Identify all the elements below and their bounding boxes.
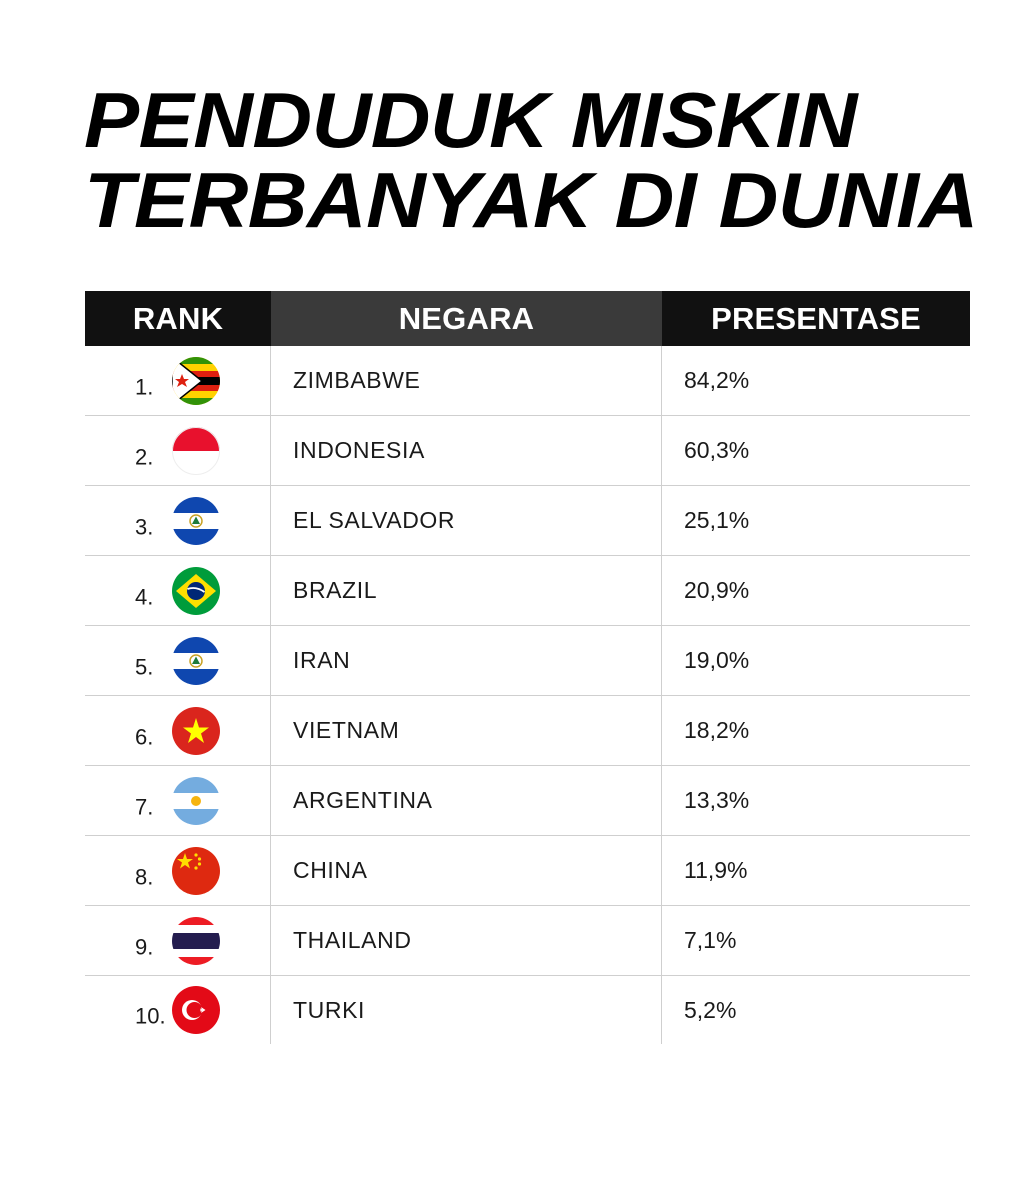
rank-cell: 2. [85,416,271,485]
country-name: THAILAND [271,906,662,975]
title-line-2: TERBANYAK DI DUNIA [84,156,978,244]
country-name: IRAN [271,626,662,695]
turkey-flag-icon [172,986,220,1034]
table-row: 1. [85,346,970,416]
rank-number: 1. [135,374,154,399]
header-rank: RANK [85,291,271,346]
table-row: 8. CHINA 11,9% [85,836,970,906]
rank-number: 2. [135,444,154,469]
rank-number: 6. [135,724,154,749]
rank-number: 8. [135,864,154,889]
percentage-value: 11,9% [684,857,748,883]
country-name: ARGENTINA [271,766,662,835]
table-header: RANK NEGARA PRESENTASE [85,291,970,346]
rank-cell: 1. [85,346,271,415]
zimbabwe-flag-icon [172,356,220,405]
rank-cell: 5. [85,626,271,695]
el-salvador-flag-icon [172,496,220,545]
header-presentase: PRESENTASE [662,291,970,346]
rank-cell: 10. [85,976,271,1044]
table-row: 6. VIETNAM 18,2% [85,696,970,766]
table-row: 2. INDONESIA 60,3% [85,416,970,486]
rank-cell: 4. [85,556,271,625]
rank-number: 7. [135,794,154,819]
percentage-value: 7,1% [684,927,737,953]
percentage-value: 84,2% [684,367,750,393]
table-row: 5. IRAN 19,0% [85,626,970,696]
china-flag-icon [172,846,220,895]
percentage-value: 13,3% [684,787,750,813]
rank-cell: 7. [85,766,271,835]
table-row: 10. TURKI 5,2% [85,976,970,1044]
rank-cell: 9. [85,906,271,975]
country-name: EL SALVADOR [271,486,662,555]
thailand-flag-icon [172,916,220,965]
rank-number: 3. [135,514,154,539]
country-name: VIETNAM [271,696,662,765]
rank-cell: 8. [85,836,271,905]
rank-number: 4. [135,584,154,609]
percentage-value: 5,2% [684,996,737,1023]
table-row: 7. ARGENTINA 13,3% [85,766,970,836]
table-row: 4. BRAZIL 20,9% [85,556,970,626]
percentage-value: 19,0% [684,647,750,673]
country-name: BRAZIL [271,556,662,625]
rank-cell: 6. [85,696,271,765]
header-negara: NEGARA [271,291,662,346]
percentage-value: 20,9% [684,577,750,603]
indonesia-flag-icon [172,426,220,475]
el-salvador-flag-icon [172,636,220,685]
rank-number: 5. [135,654,154,679]
country-name: INDONESIA [271,416,662,485]
argentina-flag-icon [172,776,220,825]
country-name: CHINA [271,836,662,905]
table-row: 9. THAILAND 7,1% [85,906,970,976]
vietnam-flag-icon [172,706,220,755]
title-line-1: PENDUDUK MISKIN [84,76,857,164]
percentage-value: 18,2% [684,717,750,743]
page-title: PENDUDUK MISKIN TERBANYAK DI DUNIA [84,80,978,240]
rank-number: 10. [135,1003,166,1029]
country-name: ZIMBABWE [271,346,662,415]
country-name: TURKI [271,976,662,1044]
poverty-ranking-table: RANK NEGARA PRESENTASE 1. [85,291,970,1044]
percentage-value: 25,1% [684,507,750,533]
rank-cell: 3. [85,486,271,555]
table-row: 3. EL SALVADOR 25,1% [85,486,970,556]
rank-number: 9. [135,934,154,959]
percentage-value: 60,3% [684,437,750,463]
brazil-flag-icon [172,566,220,615]
